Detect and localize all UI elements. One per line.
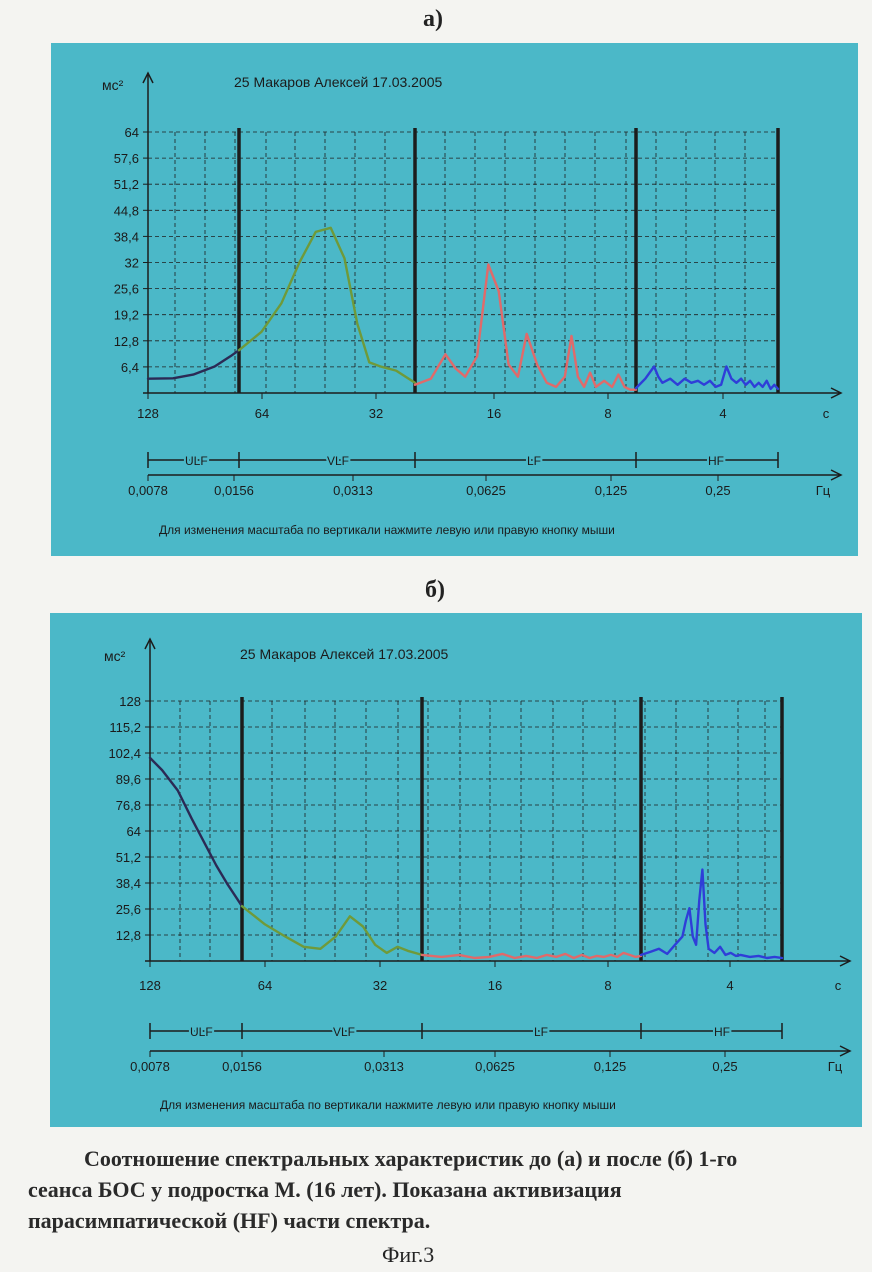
band-label-vlf: VLF bbox=[327, 454, 349, 468]
y-tick-label: 51,2 bbox=[114, 177, 139, 192]
spectrum-chart-a: 64 57,6 51,2 44,8 38,4 32 25,6 19,2 12,8 6,4 мс² 25… bbox=[51, 43, 858, 556]
series-line-lf bbox=[422, 953, 641, 958]
y-tick-label: 115,2 bbox=[109, 720, 141, 735]
vertical-scale-hint: Для изменения масштаба по вертикали нажм… bbox=[160, 1098, 616, 1112]
caption-line-1: Соотношение спектральных характеристик д… bbox=[28, 1143, 858, 1174]
vertical-scale-hint: Для изменения масштаба по вертикали нажм… bbox=[159, 523, 615, 537]
band-label-hf: HF bbox=[708, 454, 724, 468]
figure-caption: Соотношение спектральных характеристик д… bbox=[28, 1143, 858, 1236]
chart-panel-b: 128 115,2 102,4 89,6 76,8 64 51,2 38,4 25,6 12,8 м… bbox=[50, 613, 862, 1127]
band-label-vlf: VLF bbox=[333, 1025, 355, 1039]
y-tick-label: 12,8 bbox=[116, 928, 141, 943]
series-line-ulf bbox=[148, 350, 239, 379]
period-axis-label: с bbox=[835, 978, 842, 993]
chart-panel-a: 64 57,6 51,2 44,8 38,4 32 25,6 19,2 12,8 6,4 мс² 25… bbox=[51, 43, 858, 556]
freq-tick-label: 0,0078 bbox=[128, 483, 168, 498]
caption-line-2: сеанса БОС у подростка М. (16 лет). Пока… bbox=[28, 1174, 858, 1205]
band-label-hf: HF bbox=[714, 1025, 730, 1039]
freq-tick-label: 0,25 bbox=[712, 1059, 737, 1074]
freq-axis-label: Гц bbox=[828, 1059, 843, 1074]
y-tick-label: 12,8 bbox=[114, 334, 139, 349]
y-tick-label: 38,4 bbox=[116, 876, 141, 891]
band-label-ulf: ULF bbox=[190, 1025, 213, 1039]
series-line-vlf bbox=[242, 906, 422, 955]
freq-tick-label: 0,0156 bbox=[222, 1059, 262, 1074]
series-line-vlf bbox=[239, 228, 415, 383]
y-tick-label: 57,6 bbox=[114, 151, 139, 166]
subfigure-label-b: б) bbox=[425, 577, 445, 604]
period-tick-label: 128 bbox=[137, 406, 159, 421]
y-tick-label: 102,4 bbox=[108, 746, 141, 761]
y-axis-label: мс² bbox=[102, 77, 124, 93]
freq-tick-label: 0,0625 bbox=[475, 1059, 515, 1074]
period-tick-label: 16 bbox=[487, 406, 501, 421]
period-axis-label: с bbox=[823, 406, 830, 421]
caption-line-3: парасимпатической (HF) части спектра. bbox=[28, 1205, 858, 1236]
band-label-lf: LF bbox=[534, 1025, 548, 1039]
period-tick-label: 64 bbox=[258, 978, 272, 993]
y-tick-label: 6,4 bbox=[121, 360, 139, 375]
series-line-ulf bbox=[150, 758, 242, 906]
period-tick-label: 64 bbox=[255, 406, 269, 421]
chart-title: 25 Макаров Алексей 17.03.2005 bbox=[234, 74, 443, 90]
freq-tick-label: 0,0156 bbox=[214, 483, 254, 498]
y-tick-label: 25,6 bbox=[114, 282, 139, 297]
y-tick-label: 89,6 bbox=[116, 772, 141, 787]
y-tick-label: 64 bbox=[127, 824, 141, 839]
period-tick-label: 32 bbox=[373, 978, 387, 993]
freq-tick-label: 0,0313 bbox=[364, 1059, 404, 1074]
y-axis-label: мс² bbox=[104, 648, 126, 664]
freq-tick-label: 0,125 bbox=[594, 1059, 627, 1074]
freq-axis-label: Гц bbox=[816, 483, 831, 498]
figure-number: Фиг.3 bbox=[382, 1242, 434, 1268]
series-line-hf bbox=[636, 367, 778, 389]
spectrum-chart-b: 128 115,2 102,4 89,6 76,8 64 51,2 38,4 25,6 12,8 м… bbox=[50, 613, 862, 1127]
period-tick-label: 4 bbox=[726, 978, 733, 993]
y-tick-label: 19,2 bbox=[114, 308, 139, 323]
freq-tick-label: 0,0078 bbox=[130, 1059, 170, 1074]
chart-title: 25 Макаров Алексей 17.03.2005 bbox=[240, 646, 449, 662]
y-tick-label: 51,2 bbox=[116, 850, 141, 865]
band-label-lf: LF bbox=[527, 454, 541, 468]
freq-tick-label: 0,25 bbox=[705, 483, 730, 498]
period-tick-label: 32 bbox=[369, 406, 383, 421]
y-tick-label: 64 bbox=[125, 125, 139, 140]
period-tick-label: 16 bbox=[488, 978, 502, 993]
band-label-ulf: ULF bbox=[185, 454, 208, 468]
freq-tick-label: 0,0625 bbox=[466, 483, 506, 498]
series-line-lf bbox=[415, 265, 636, 390]
period-tick-label: 8 bbox=[604, 978, 611, 993]
period-tick-label: 8 bbox=[604, 406, 611, 421]
y-tick-label: 44,8 bbox=[114, 203, 139, 218]
y-tick-label: 128 bbox=[119, 694, 141, 709]
freq-tick-label: 0,0313 bbox=[333, 483, 373, 498]
period-tick-label: 128 bbox=[139, 978, 161, 993]
y-tick-label: 32 bbox=[125, 256, 139, 271]
y-tick-label: 25,6 bbox=[116, 902, 141, 917]
y-tick-label: 76,8 bbox=[116, 798, 141, 813]
y-tick-label: 38,4 bbox=[114, 229, 139, 244]
period-tick-label: 4 bbox=[719, 406, 726, 421]
subfigure-label-a: а) bbox=[423, 6, 443, 33]
freq-tick-label: 0,125 bbox=[595, 483, 628, 498]
